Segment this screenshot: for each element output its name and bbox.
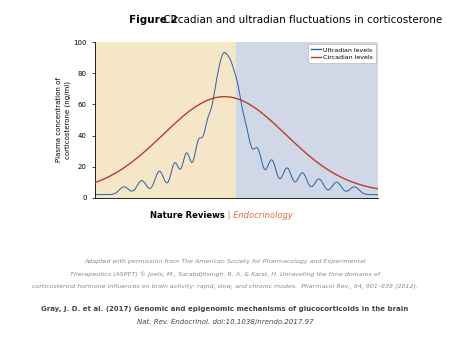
Text: Nature Reviews: Nature Reviews	[150, 211, 225, 220]
Text: corticosteroid hormone influences on brain activity: rapid, slow, and chronic mo: corticosteroid hormone influences on bra…	[32, 284, 418, 289]
Text: Circadian and ultradian fluctuations in corticosterone: Circadian and ultradian fluctuations in …	[160, 15, 442, 25]
Text: Therapeutics (ASPET) © Joels, M., Sarabdjitsingh, R. A. & Karst, H. Unraveling t: Therapeutics (ASPET) © Joels, M., Sarabd…	[70, 271, 380, 277]
Text: Gray, J. D. et al. (2017) Genomic and epigenomic mechanisms of glucocorticoids i: Gray, J. D. et al. (2017) Genomic and ep…	[41, 306, 409, 312]
Bar	[94, 42, 236, 198]
Text: Adapted with permission from The American Society for Pharmacology and Experimen: Adapted with permission from The America…	[84, 259, 366, 264]
Y-axis label: Plasma concentration of
corticosterone (ng/ml): Plasma concentration of corticosterone (…	[56, 77, 71, 163]
Legend: Ultradian levels, Circadian levels: Ultradian levels, Circadian levels	[308, 44, 376, 63]
Text: Nat. Rev. Endocrinol. doi:10.1038/nrendo.2017.97: Nat. Rev. Endocrinol. doi:10.1038/nrendo…	[137, 318, 313, 324]
Bar	[236, 42, 378, 198]
Text: Figure 2: Figure 2	[129, 15, 178, 25]
Text: | Endocrinology: | Endocrinology	[225, 211, 293, 220]
Text: Figure 2 Circadian and ultradian fluctuations in corticosterone: Figure 2 Circadian and ultradian fluctua…	[63, 15, 387, 25]
